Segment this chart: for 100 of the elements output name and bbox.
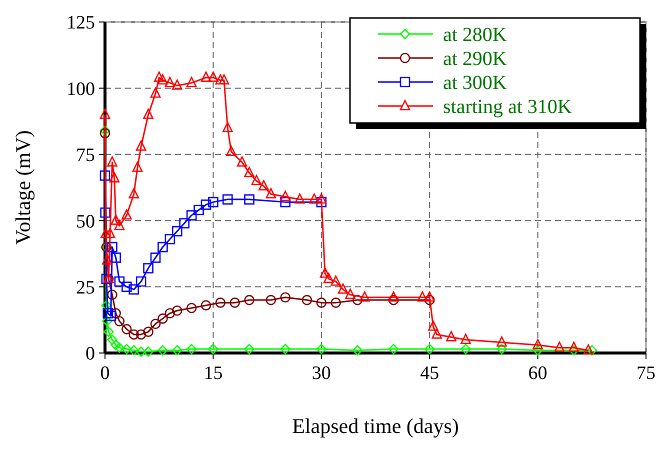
point xyxy=(330,275,341,286)
point xyxy=(532,339,543,350)
x-tick-label: 15 xyxy=(204,363,223,384)
legend-label: at 290K xyxy=(443,48,508,70)
point xyxy=(251,174,262,186)
x-tick-label: 45 xyxy=(420,363,440,384)
point xyxy=(352,294,363,306)
point xyxy=(222,194,233,205)
point xyxy=(102,254,112,265)
point xyxy=(460,344,471,354)
point xyxy=(107,290,118,300)
point xyxy=(100,228,111,238)
y-tick-label: 25 xyxy=(76,277,95,298)
point xyxy=(114,342,125,353)
point xyxy=(280,344,290,354)
point xyxy=(172,305,182,316)
point xyxy=(100,128,110,138)
point xyxy=(104,228,116,238)
x-tick-label: 60 xyxy=(528,363,548,384)
point xyxy=(316,193,327,204)
point xyxy=(345,288,356,299)
point xyxy=(150,318,161,330)
point xyxy=(218,74,230,85)
point xyxy=(586,345,598,356)
point xyxy=(417,291,428,302)
point xyxy=(280,196,290,208)
point xyxy=(150,87,161,98)
point xyxy=(114,316,125,326)
point xyxy=(280,190,290,202)
point xyxy=(266,294,276,306)
point xyxy=(244,344,254,354)
legend-label: at 300K xyxy=(443,72,508,94)
point xyxy=(424,344,435,354)
point xyxy=(158,74,168,85)
point xyxy=(143,326,154,337)
point xyxy=(222,122,233,132)
point xyxy=(109,172,120,182)
point xyxy=(323,272,334,284)
point xyxy=(164,76,176,88)
point xyxy=(388,344,399,354)
point xyxy=(143,263,154,274)
point xyxy=(103,326,114,337)
point xyxy=(568,345,580,356)
point xyxy=(106,310,116,322)
point xyxy=(215,74,226,85)
point xyxy=(226,146,236,156)
point xyxy=(158,345,168,356)
point xyxy=(583,344,594,355)
point xyxy=(230,298,240,308)
point xyxy=(244,194,254,205)
point xyxy=(186,76,197,88)
point xyxy=(100,108,110,119)
point xyxy=(200,72,212,82)
legend-label: starting at 310K xyxy=(443,96,572,118)
y-tick-label: 75 xyxy=(76,145,95,166)
point xyxy=(100,170,110,181)
point xyxy=(294,193,305,204)
point xyxy=(100,125,110,136)
point xyxy=(128,284,140,295)
point xyxy=(316,196,327,208)
point xyxy=(432,328,442,339)
point xyxy=(330,298,341,308)
point xyxy=(110,252,121,263)
point xyxy=(186,344,197,354)
point xyxy=(244,294,254,306)
point xyxy=(150,252,161,263)
point xyxy=(208,344,218,354)
point xyxy=(114,220,125,230)
point xyxy=(424,294,435,306)
y-tick-label: 0 xyxy=(86,344,95,365)
point xyxy=(114,276,125,287)
point xyxy=(136,276,146,287)
x-tick-label: 30 xyxy=(312,363,331,384)
point xyxy=(132,162,143,172)
point xyxy=(110,340,121,350)
point xyxy=(316,298,327,308)
point xyxy=(100,208,111,218)
y-tick-label: 125 xyxy=(66,12,95,34)
point xyxy=(121,324,132,334)
x-tick-label: 0 xyxy=(100,363,110,384)
point xyxy=(428,320,438,331)
point xyxy=(200,300,212,310)
point xyxy=(194,204,204,216)
point xyxy=(208,72,218,82)
point xyxy=(200,200,212,210)
point xyxy=(136,140,146,151)
point xyxy=(215,298,226,308)
point xyxy=(352,345,363,356)
point xyxy=(388,294,399,306)
point xyxy=(128,329,140,340)
point xyxy=(302,294,312,306)
point xyxy=(121,282,132,292)
point xyxy=(172,345,182,356)
point xyxy=(186,210,197,220)
point xyxy=(446,331,456,342)
y-axis-title: Voltage (mV) xyxy=(11,130,35,245)
point xyxy=(460,334,471,344)
point xyxy=(236,156,248,167)
point xyxy=(143,108,154,119)
point xyxy=(266,188,276,198)
